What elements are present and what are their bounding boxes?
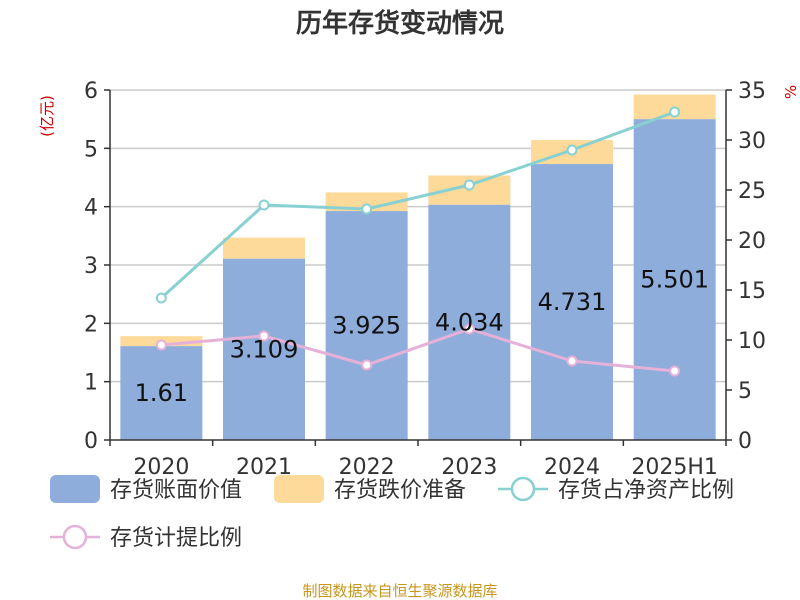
legend-label: 存货计提比例 — [110, 526, 242, 551]
x-tick-label: 2023 — [441, 455, 497, 480]
source-note: 制图数据来自恒生聚源数据库 — [302, 582, 497, 600]
x-tick-label: 2025H1 — [631, 455, 718, 480]
bar-book-value — [428, 204, 511, 440]
line-point — [463, 323, 475, 335]
line-provision-ratio — [161, 327, 675, 373]
x-tick-label: 2024 — [544, 455, 600, 480]
legend-marker — [510, 476, 536, 502]
right-tick-label: 35 — [738, 79, 766, 104]
data-label: 4.034 — [435, 308, 504, 336]
grid — [110, 89, 726, 383]
legend-label: 存货账面价值 — [110, 478, 242, 503]
chart-title: 历年存货变动情况 — [296, 8, 504, 39]
left-tick-label: 1 — [84, 371, 98, 396]
line-point — [155, 339, 167, 351]
left-tick-label: 6 — [84, 79, 98, 104]
left-tick-label: 5 — [84, 137, 98, 162]
left-axis-unit: (亿元) — [38, 95, 56, 137]
bar-book-value — [120, 346, 203, 440]
right-tick-label: 25 — [738, 179, 766, 204]
line-point — [258, 330, 270, 342]
left-tick-label: 3 — [84, 254, 98, 279]
right-axis-unit: % — [782, 85, 800, 99]
right-tick-label: 10 — [738, 329, 766, 354]
line-point — [566, 144, 578, 156]
legend-item: 存货占净资产比例 — [498, 476, 734, 503]
line-point — [669, 106, 681, 118]
bar-impairment — [223, 237, 305, 259]
data-label: 3.109 — [230, 335, 299, 363]
left-tick-label: 2 — [84, 312, 98, 337]
legend-marker — [62, 524, 88, 550]
bar-impairment — [325, 192, 408, 212]
legend-swatch — [50, 475, 100, 503]
right-tick-label: 0 — [738, 429, 752, 454]
data-label: 3.925 — [332, 312, 401, 340]
legend-swatch — [274, 475, 324, 503]
line-point — [361, 359, 373, 371]
x-tick-label: 2022 — [339, 455, 395, 480]
right-tick-label: 5 — [738, 379, 752, 404]
right-tick-label: 30 — [738, 129, 766, 154]
line-net-asset-ratio — [160, 110, 676, 300]
legend-item: 存货跌价准备 — [274, 475, 466, 503]
left-tick-label: 0 — [84, 429, 98, 454]
right-tick-label: 15 — [738, 279, 766, 304]
lines — [155, 106, 681, 377]
right-tick-label: 20 — [738, 229, 766, 254]
legend-item: 存货计提比例 — [50, 524, 242, 551]
data-label: 4.731 — [538, 288, 607, 316]
line-point — [361, 203, 373, 215]
line-point — [258, 199, 270, 211]
bar-book-value — [633, 119, 716, 440]
bar-book-value — [531, 164, 613, 440]
line-point — [566, 355, 578, 367]
line-point — [155, 292, 167, 304]
line-point — [463, 179, 475, 191]
bar-book-value — [325, 211, 408, 440]
data-labels: 1.61 3.109 3.925 4.034 4.731 5.501 — [135, 266, 709, 407]
left-tick-label: 4 — [84, 196, 98, 221]
legend-item: 存货账面价值 — [50, 475, 242, 503]
line-point — [669, 365, 681, 377]
legend-label: 存货跌价准备 — [334, 478, 466, 503]
data-label: 1.61 — [135, 379, 188, 407]
data-label: 5.501 — [640, 266, 709, 294]
bar-book-value — [223, 258, 305, 440]
legend-label: 存货占净资产比例 — [558, 478, 734, 503]
x-tick-label: 2020 — [133, 455, 189, 480]
bars — [120, 94, 716, 440]
